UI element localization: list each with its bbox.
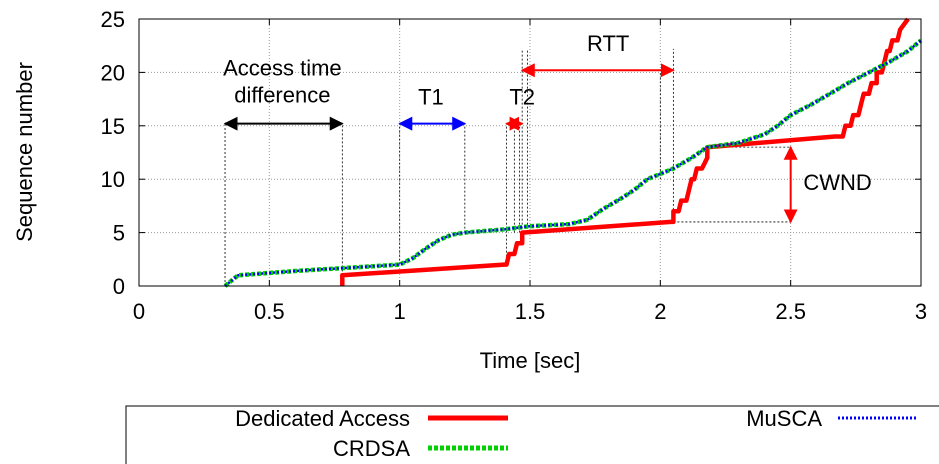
y-axis-label: Sequence number xyxy=(12,62,37,242)
axis-ticks: 0 0.5 1 1.5 2 2.5 3 0 5 10 15 20 25 xyxy=(101,7,928,324)
annotation-label-t1: T1 xyxy=(418,84,444,109)
annotation-label-access-time-difference-line1: Access time xyxy=(223,56,342,81)
x-axis-label: Time [sec] xyxy=(480,348,581,373)
series-lines xyxy=(223,17,923,288)
y-tick-label: 5 xyxy=(113,221,125,246)
y-tick-label: 15 xyxy=(101,114,125,139)
x-tick-label: 2 xyxy=(654,299,666,324)
x-tick-label: 1 xyxy=(394,299,406,324)
guide-lines xyxy=(224,48,791,286)
series-line-dedicated-access xyxy=(340,17,910,286)
y-tick-label: 10 xyxy=(101,167,125,192)
legend-label-dedicated-access: Dedicated Access xyxy=(235,406,410,431)
x-tick-label: 1.5 xyxy=(515,299,546,324)
x-tick-label: 0 xyxy=(133,299,145,324)
series-line-musca xyxy=(224,39,922,287)
x-tick-label: 2.5 xyxy=(775,299,806,324)
y-tick-label: 0 xyxy=(113,274,125,299)
legend-label-musca: MuSCA xyxy=(746,406,822,431)
x-tick-label: 0.5 xyxy=(254,299,285,324)
annotation-label-t2: T2 xyxy=(509,84,535,109)
legend-box xyxy=(125,405,939,464)
annotation-label-access-time-difference-line2: difference xyxy=(234,82,330,107)
legend: Dedicated Access CRDSA MuSCA xyxy=(125,405,939,464)
annotation-label-cwnd: CWND xyxy=(803,170,871,195)
legend-label-crdsa: CRDSA xyxy=(333,436,410,461)
annotation-label-rtt: RTT xyxy=(587,31,629,56)
x-tick-label: 3 xyxy=(915,299,927,324)
y-tick-label: 25 xyxy=(101,7,125,32)
y-tick-label: 20 xyxy=(101,60,125,85)
